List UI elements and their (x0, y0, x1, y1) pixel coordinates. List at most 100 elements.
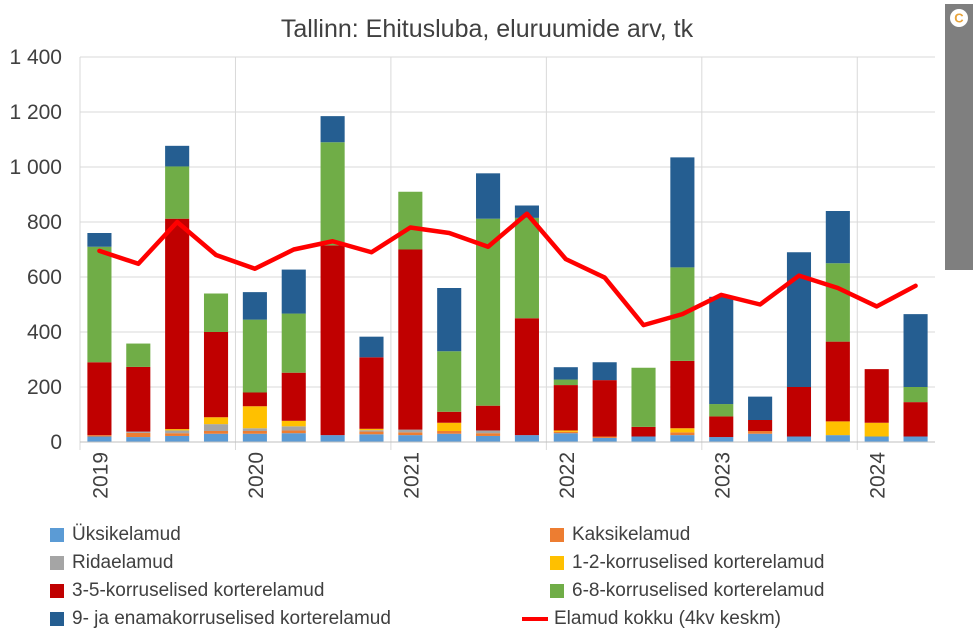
bar-segment (359, 336, 384, 358)
legend-line-swatch (522, 617, 548, 621)
bar-segment (165, 166, 190, 219)
bar-segment (242, 319, 267, 393)
bar-segment (126, 366, 151, 432)
bar-segment (592, 380, 617, 437)
chart-title: Tallinn: Ehitusluba, eluruumide arv, tk (281, 15, 694, 43)
bar-segment (709, 404, 734, 417)
legend-item-3-5-korruselised: 3-5-korruselised korterelamud (50, 580, 324, 602)
bar-segment (864, 422, 889, 437)
bar-segment (786, 252, 812, 387)
bar-segment (203, 417, 229, 425)
bar-segment (398, 432, 423, 436)
bar-segment (242, 292, 267, 320)
bar-segment (553, 433, 578, 442)
bar-segment (592, 437, 617, 442)
bar-segment (87, 233, 112, 247)
bar-segment (203, 433, 229, 442)
bar-segment (203, 332, 229, 418)
legend-label: 9- ja enamakorruselised korterelamud (72, 608, 391, 629)
x-tick-label: 2021 (400, 452, 423, 499)
bar-segment (281, 426, 306, 431)
legend-swatch (50, 556, 64, 570)
bar-segment (825, 421, 850, 436)
bar-segment (476, 435, 501, 442)
bar-segment (126, 343, 151, 367)
bar-segment (359, 434, 384, 442)
bar-segment (631, 367, 656, 427)
y-tick-label: 400 (27, 321, 62, 344)
bar-segment (242, 392, 267, 407)
bar-segment (476, 405, 501, 431)
y-tick-label: 0 (50, 431, 62, 454)
bar-segment (126, 432, 151, 438)
legend-swatch (50, 612, 64, 626)
bar-segment (437, 288, 462, 352)
bar-segment (476, 430, 501, 434)
bar-segment (126, 437, 151, 442)
bar-segment (476, 218, 501, 406)
bar-segment (398, 249, 423, 430)
bar-segment (281, 420, 306, 427)
bar-segment (786, 387, 812, 437)
bar-segment (165, 435, 190, 442)
bar-segment (281, 269, 306, 314)
bar-segment (281, 313, 306, 373)
bar-segment (242, 433, 267, 442)
bar-segment (903, 314, 928, 387)
bar-segment (825, 263, 850, 342)
y-tick-label: 800 (27, 211, 62, 234)
bar-segment (903, 436, 928, 442)
bar-segment (592, 436, 617, 438)
legend-item-uksikelamud: Üksikelamud (50, 524, 181, 546)
bar-segment (514, 318, 539, 436)
bar-segment (553, 367, 578, 380)
legend-item-elamud-kokku: Elamud kokku (4kv keskm) (522, 608, 781, 630)
legend-label: Kaksikelamud (572, 524, 691, 545)
x-tick-label: 2020 (245, 452, 268, 499)
legend-label: 1-2-korruselised korterelamud (572, 552, 825, 573)
legend-swatch (550, 528, 564, 542)
bar-segment (437, 431, 462, 434)
bar-segment (359, 431, 384, 435)
bar-segment (437, 422, 462, 431)
legend-item-9-ja-enama: 9- ja enamakorruselised korterelamud (50, 608, 391, 630)
bar-segment (87, 435, 112, 437)
bar-segment (825, 435, 850, 442)
bar-segment (476, 433, 501, 436)
bar-segment (437, 351, 462, 412)
bar-segment (864, 436, 889, 442)
credit-text-rotated (945, 30, 973, 270)
bar-segment (87, 362, 112, 436)
bar-segment (864, 369, 889, 423)
bar-segment (748, 396, 773, 420)
bar-segment (592, 362, 617, 381)
bar-segment (203, 431, 229, 434)
bar-segment (709, 437, 734, 442)
average-line-layer (97, 211, 918, 328)
bar-segment (359, 430, 384, 432)
legend-swatch (550, 556, 564, 570)
bar-segment (320, 116, 345, 143)
y-axis-ticks: 0 200 400 600 800 1 000 1 200 1 400 (9, 46, 62, 454)
bar-segment (553, 430, 578, 432)
bar-segment (165, 145, 190, 167)
bar-segment (825, 341, 850, 422)
bar-segment (476, 173, 501, 219)
bar-segment (242, 406, 267, 429)
bar-segment (903, 402, 928, 437)
x-tick-label: 2019 (89, 452, 112, 499)
bar-segment (748, 420, 773, 431)
y-tick-label: 200 (27, 376, 62, 399)
legend-label: 3-5-korruselised korterelamud (72, 580, 325, 601)
bar-segment (165, 218, 190, 430)
x-tick-label: 2022 (556, 452, 579, 499)
bar-segment (514, 217, 539, 319)
bar-segment (281, 430, 306, 434)
bar-segment (748, 431, 773, 434)
bar-segment (320, 435, 345, 442)
bar-segment (359, 428, 384, 431)
bar-segment (359, 357, 384, 429)
legend-item-kaksikelamud: Kaksikelamud (550, 524, 690, 546)
bar-segment (165, 430, 190, 434)
